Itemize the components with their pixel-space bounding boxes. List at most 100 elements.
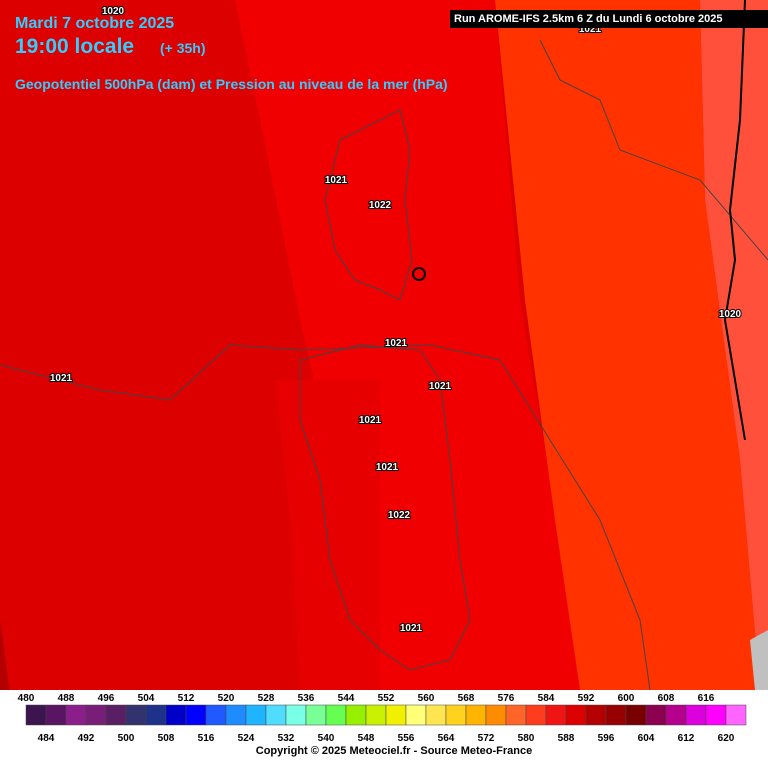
time: 19:00 locale: [15, 35, 134, 58]
legend-swatch: [485, 704, 507, 726]
land-gray: [750, 630, 768, 690]
legend-label: 516: [198, 733, 215, 744]
pressure-label: 1021: [359, 415, 382, 426]
pressure-label: 1021: [385, 338, 408, 349]
legend-swatch: [225, 704, 247, 726]
legend-label: 544: [338, 693, 355, 704]
legend-swatch: [445, 704, 467, 726]
legend-label: 604: [638, 733, 655, 744]
band: [275, 380, 380, 690]
legend-swatch: [425, 704, 447, 726]
coastlines: [0, 39, 768, 691]
subtitle: Geopotentiel 500hPa (dam) et Pression au…: [15, 76, 448, 92]
legend-swatch: [285, 704, 307, 726]
run-info: Run AROME-IFS 2.5km 6 Z du Lundi 6 octob…: [454, 13, 723, 25]
legend-swatch: [525, 704, 547, 726]
legend-label: 520: [218, 693, 235, 704]
legend-label: 496: [98, 693, 115, 704]
legend-swatch: [245, 704, 267, 726]
legend-swatch: [385, 704, 407, 726]
legend-label: 500: [118, 733, 135, 744]
legend-panel: [0, 690, 768, 768]
legend-label: 540: [318, 733, 335, 744]
pressure-label: 1020: [102, 6, 125, 17]
legend-swatch: [125, 704, 147, 726]
legend-swatch: [105, 704, 127, 726]
legend-swatch: [185, 704, 207, 726]
legend-swatch: [25, 704, 47, 726]
legend-swatch: [725, 704, 747, 726]
legend-label: 480: [18, 693, 35, 704]
legend-swatch: [585, 704, 607, 726]
isobar: [723, 0, 746, 441]
legend-swatch: [565, 704, 587, 726]
band: [495, 0, 760, 690]
legend-swatch: [65, 704, 87, 726]
legend-label: 588: [558, 733, 575, 744]
legend-label: 584: [538, 693, 555, 704]
legend-label: 592: [578, 693, 595, 704]
legend-swatch: [85, 704, 107, 726]
legend-swatch: [645, 704, 667, 726]
legend-label: 548: [358, 733, 375, 744]
pressure-label: 1021: [400, 623, 423, 634]
legend-swatch: [45, 704, 67, 726]
legend-label: 508: [158, 733, 175, 744]
legend: 480 484 488 492 496 500 504 508 512 516 520 524 528 5…: [18, 693, 747, 744]
border: [0, 344, 651, 691]
legend-label: 612: [678, 733, 695, 744]
legend-swatch: [365, 704, 387, 726]
legend-label: 564: [438, 733, 455, 744]
corsica: [324, 109, 413, 301]
legend-swatch: [345, 704, 367, 726]
legend-swatch: [325, 704, 347, 726]
legend-swatch: [205, 704, 227, 726]
legend-swatch: [405, 704, 427, 726]
footer: Copyright © 2025 Meteociel.fr - Source M…: [256, 745, 532, 757]
legend-label: 492: [78, 733, 95, 744]
legend-label: 580: [518, 733, 535, 744]
legend-label: 556: [398, 733, 415, 744]
legend-label: 524: [238, 733, 255, 744]
lead-time: (+ 35h): [160, 40, 206, 56]
legend-label: 576: [498, 693, 515, 704]
band: [700, 0, 768, 690]
legend-label: 572: [478, 733, 495, 744]
legend-label: 568: [458, 693, 475, 704]
legend-label: 596: [598, 733, 615, 744]
legend-label: 528: [258, 693, 275, 704]
run-banner: [450, 10, 768, 28]
contour: [412, 267, 426, 281]
legend-label: 504: [138, 693, 155, 704]
legend-label: 488: [58, 693, 75, 704]
pressure-label: 1022: [388, 510, 411, 521]
legend-swatch: [465, 704, 487, 726]
date: Mardi 7 octobre 2025: [15, 15, 174, 32]
legend-swatch: [605, 704, 627, 726]
legend-swatch: [545, 704, 567, 726]
legend-swatch: [685, 704, 707, 726]
legend-label: 616: [698, 693, 715, 704]
legend-label: 600: [618, 693, 635, 704]
legend-label: 532: [278, 733, 295, 744]
sardinia: [299, 344, 471, 671]
legend-swatch: [305, 704, 327, 726]
legend-swatch: [265, 704, 287, 726]
legend-label: 608: [658, 693, 675, 704]
legend-swatch: [165, 704, 187, 726]
legend-swatch: [505, 704, 527, 726]
band: [235, 0, 580, 690]
pressure-label: 1022: [369, 200, 392, 211]
pressure-label: 1021: [429, 381, 452, 392]
legend-swatch: [625, 704, 647, 726]
pressure-label: 1021: [50, 373, 73, 384]
pressure-labels: 1020 1021 1021 1022 1020 1021 1021 1021 1021 1021…: [49, 5, 743, 635]
pressure-label: 1021: [325, 175, 348, 186]
coast: [539, 39, 768, 261]
legend-label: 536: [298, 693, 315, 704]
legend-swatch: [665, 704, 687, 726]
legend-label: 552: [378, 693, 395, 704]
legend-swatch: [705, 704, 727, 726]
